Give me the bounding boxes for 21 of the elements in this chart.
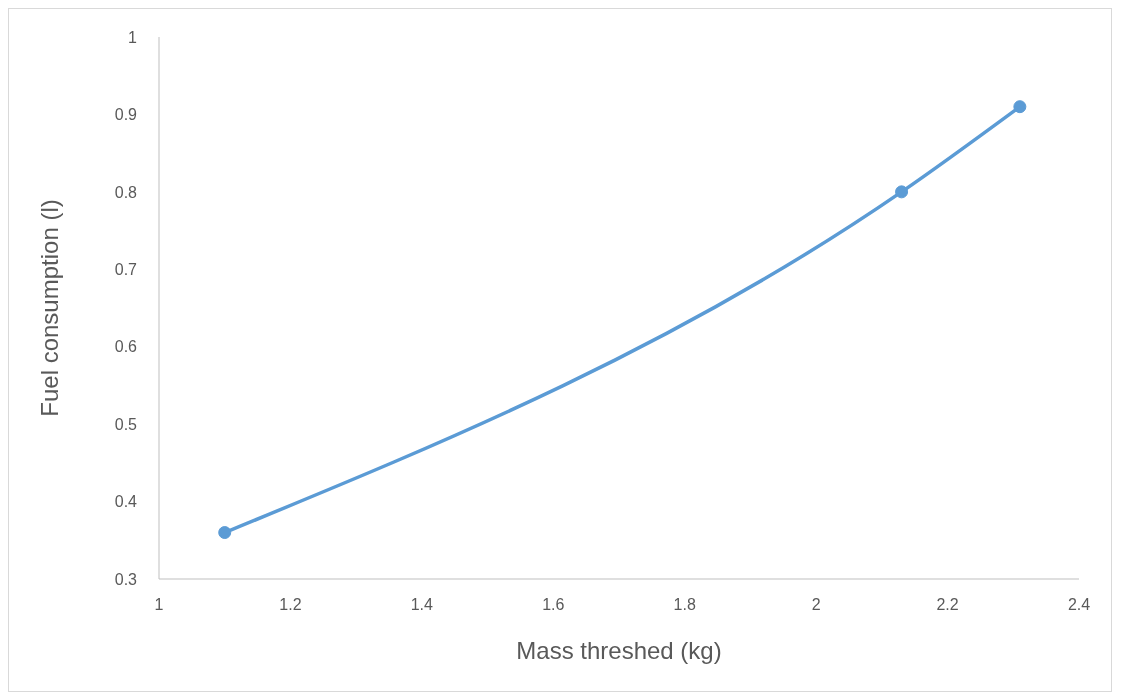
y-tick-label: 0.3: [114, 570, 138, 588]
point: [218, 526, 232, 540]
y-axis-title: Fuel consumption (l): [35, 199, 63, 417]
x-tick-label: 1.8: [673, 596, 696, 614]
y-tick-label: 0.4: [114, 493, 138, 511]
x-tick-label: 2.4: [1067, 596, 1091, 614]
x-tick-label: 1: [154, 596, 164, 614]
x-tick-label: 2: [811, 596, 821, 614]
x-tick-label: 1.4: [410, 596, 434, 614]
y-tick-label: 0.5: [114, 415, 138, 433]
y-tick-label: 1: [128, 28, 138, 46]
x-tick-label: 1.6: [542, 596, 565, 614]
point: [1013, 100, 1027, 114]
x-tick-label: 2.2: [936, 596, 959, 614]
y-tick-label: 0.7: [114, 260, 138, 278]
y-tick-label: 0.6: [114, 338, 138, 356]
x-axis-title: Mass threshed (kg): [516, 637, 722, 664]
y-tick-label: 0.8: [114, 183, 138, 201]
y-tick-label: 0.9: [114, 106, 138, 124]
x-tick-label: 1.2: [279, 596, 302, 614]
point: [895, 185, 909, 199]
